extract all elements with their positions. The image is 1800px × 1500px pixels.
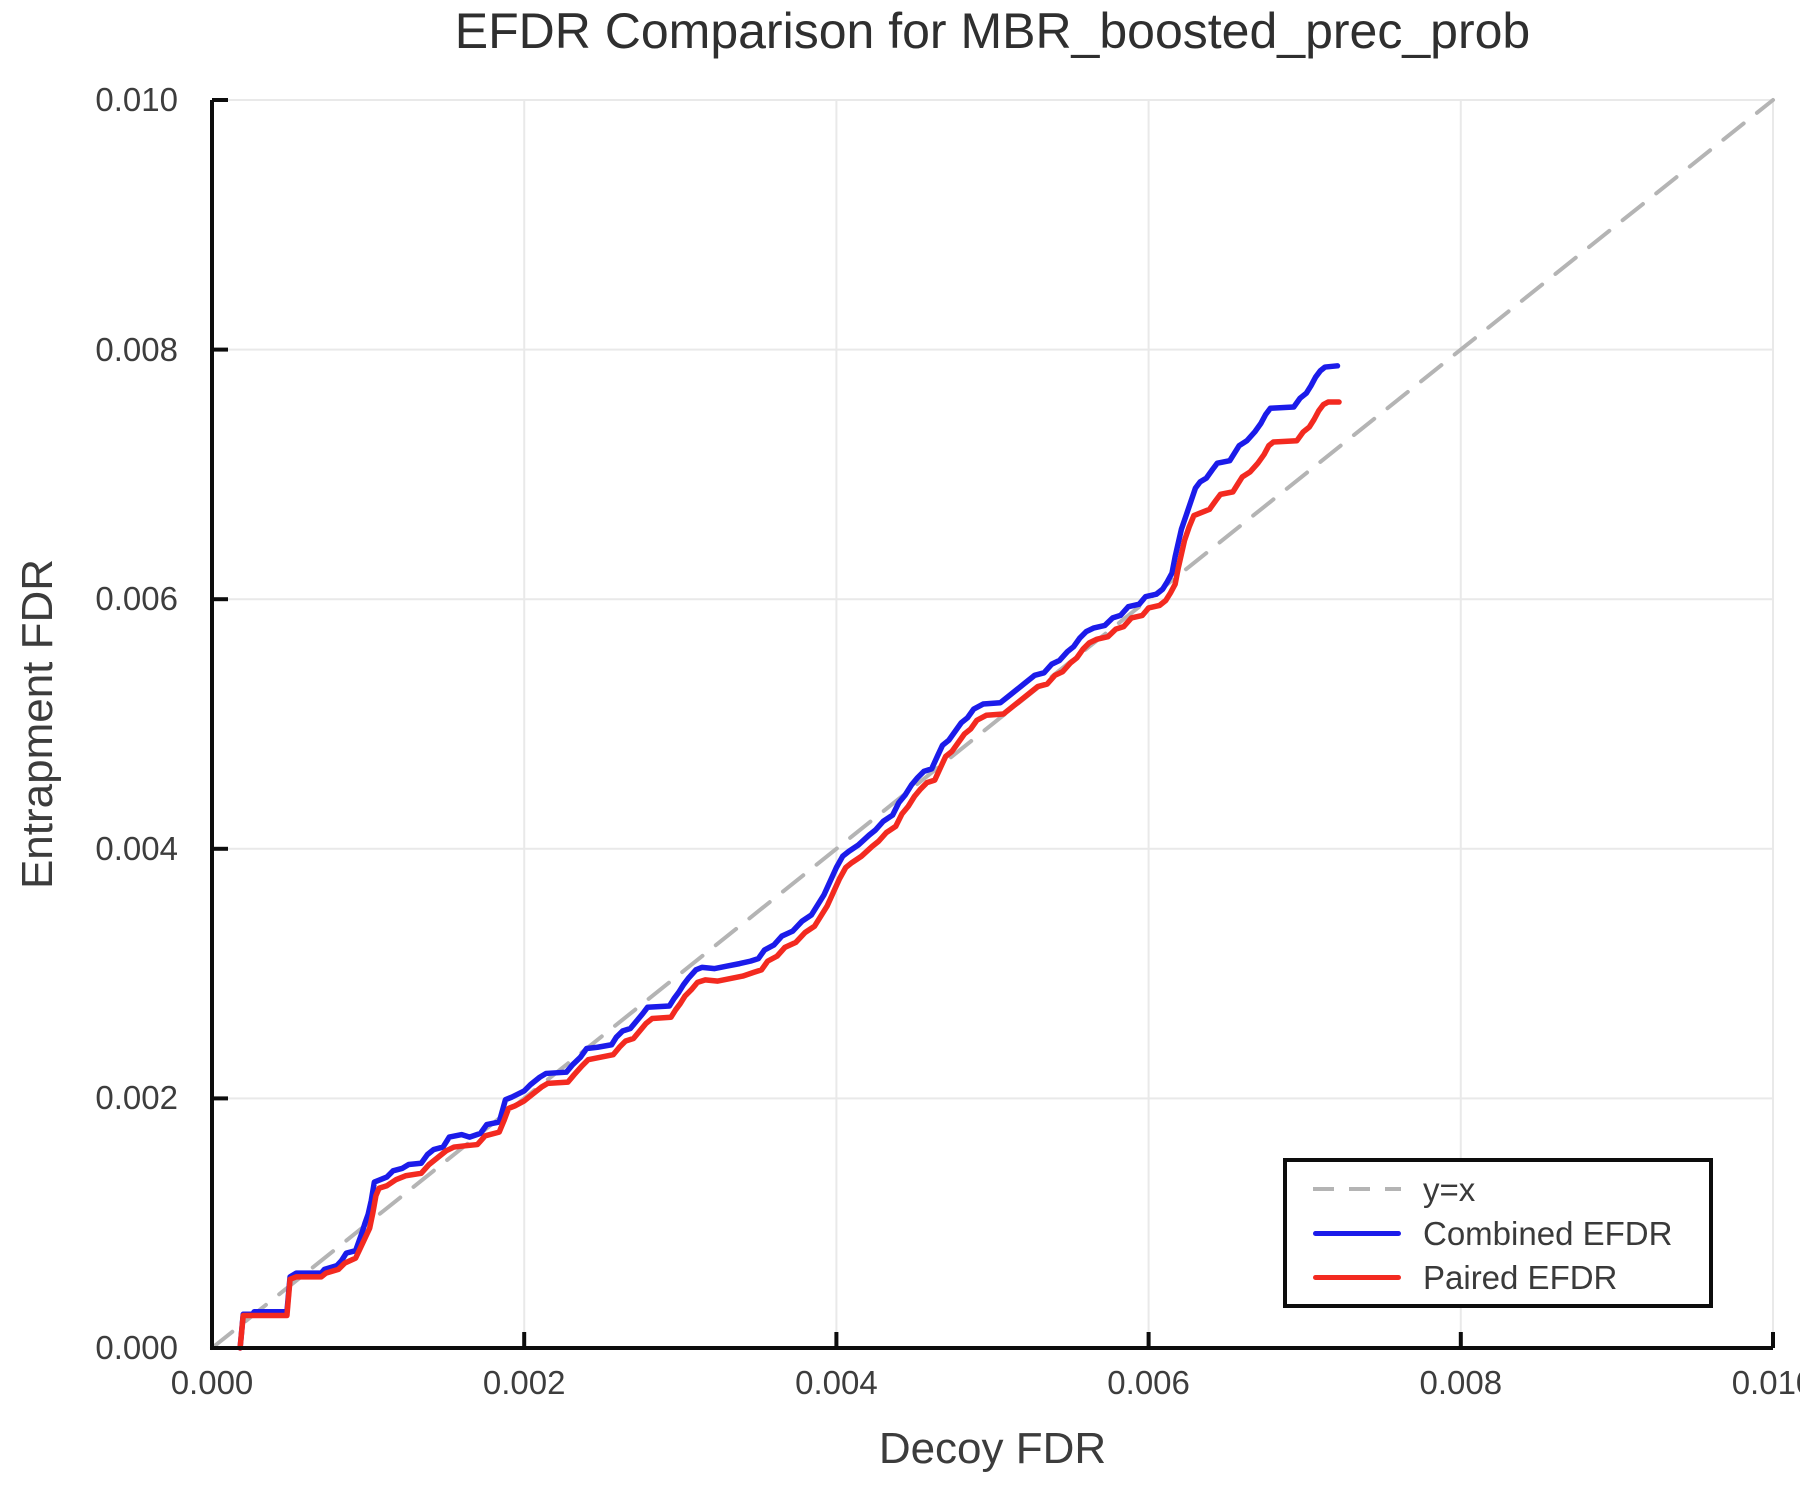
- legend-label: Paired EFDR: [1423, 1258, 1618, 1296]
- y-tick-labels: 0.000 0.002 0.004 0.006 0.008 0.010: [0, 0, 190, 1500]
- chart-title: EFDR Comparison for MBR_boosted_prec_pro…: [454, 3, 1531, 59]
- legend: y=x Combined EFDR Paired EFDR: [1283, 1158, 1713, 1308]
- x-tick-label: 0.004: [795, 1364, 878, 1401]
- legend-label: Combined EFDR: [1423, 1214, 1673, 1252]
- x-tick-label: 0.010: [1731, 1364, 1800, 1401]
- legend-line-sample-paired-efdr: [1313, 1274, 1401, 1280]
- legend-line-sample-y-equals-x: [1313, 1187, 1401, 1191]
- x-tick-labels: 0.000 0.002 0.004 0.006 0.008 0.010: [0, 1364, 1800, 1404]
- series-line-combined-efdr: [237, 363, 1341, 1351]
- y-tick-label: 0.010: [95, 81, 178, 118]
- legend-line-sample-combined-efdr: [1313, 1230, 1401, 1236]
- y-tick-label: 0.006: [95, 580, 178, 618]
- series-line-paired-efdr: [237, 399, 1342, 1351]
- series-line-y-x: [210, 98, 1775, 1350]
- legend-item-combined-efdr: Combined EFDR: [1313, 1214, 1709, 1252]
- y-tick-label: 0.002: [95, 1079, 178, 1117]
- y-tick-label: 0.004: [95, 829, 178, 867]
- x-axis-label: Decoy FDR: [878, 1424, 1107, 1473]
- x-tick-label: 0.006: [1107, 1364, 1190, 1401]
- legend-item-y-equals-x: y=x: [1313, 1170, 1709, 1208]
- x-tick-label: 0.002: [482, 1364, 566, 1401]
- x-tick-label: 0.008: [1419, 1364, 1503, 1401]
- legend-item-paired-efdr: Paired EFDR: [1313, 1258, 1709, 1296]
- legend-label: y=x: [1423, 1170, 1476, 1208]
- y-tick-label: 0.008: [95, 330, 178, 368]
- x-tick-label: 0.000: [170, 1364, 254, 1401]
- y-axis-label: Entrapment FDR: [13, 558, 62, 890]
- y-tick-label: 0.000: [95, 1329, 178, 1366]
